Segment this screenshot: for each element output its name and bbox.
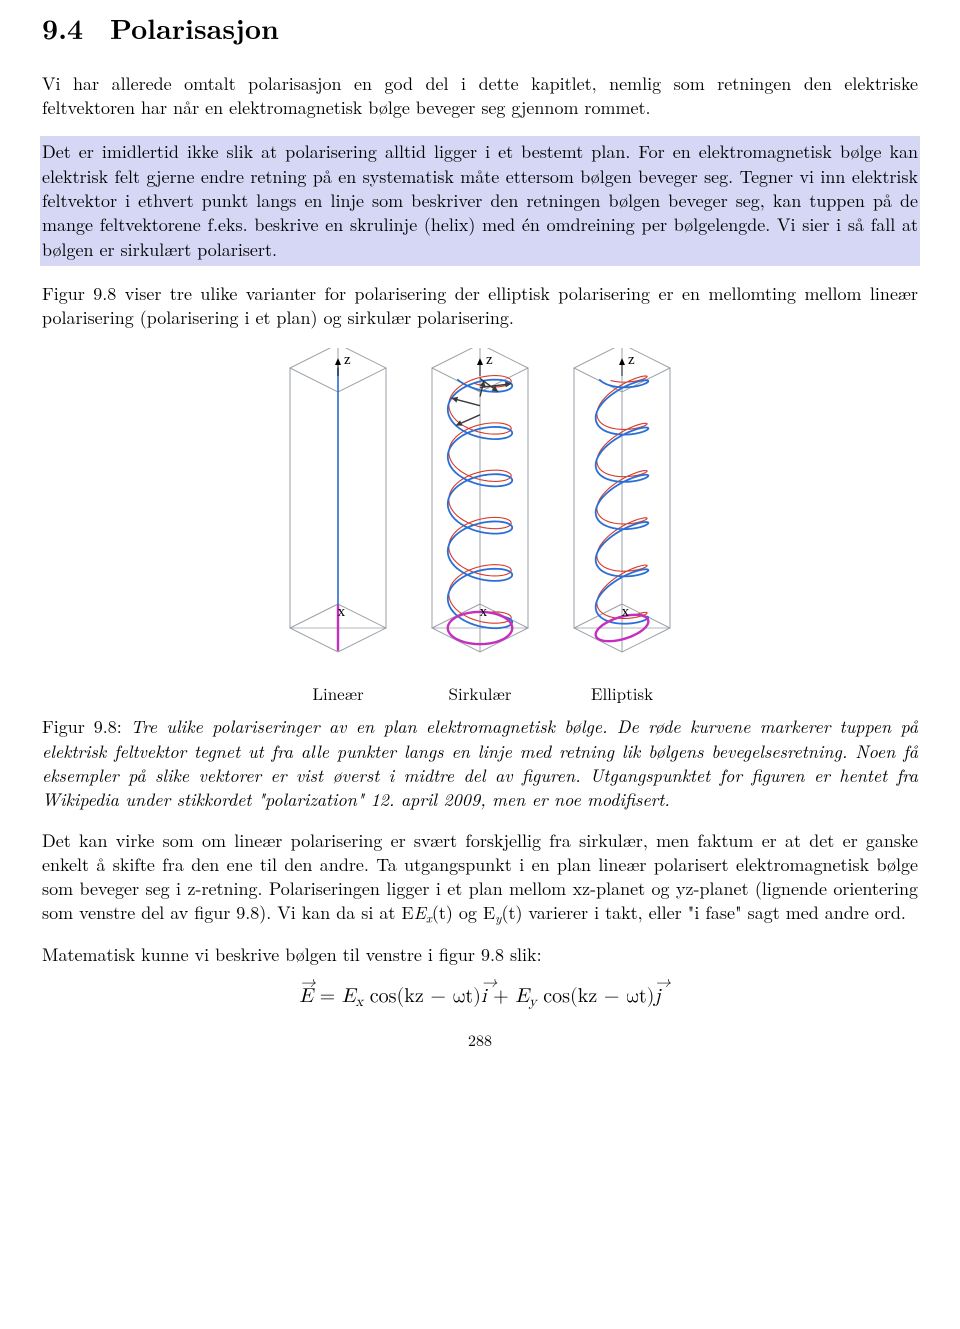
fig-linear-svg: zxy — [273, 348, 403, 678]
svg-text:z: z — [486, 352, 493, 368]
section-title: Polarisasjon — [110, 8, 279, 48]
fig-elliptic: zxy Elliptisk — [557, 348, 687, 705]
paragraph-3: Det kan virke som om lineær polarisering… — [42, 829, 918, 927]
svg-text:x: x — [622, 605, 630, 621]
paragraph-4: Matematisk kunne vi beskrive bølgen til … — [42, 943, 918, 967]
fig-elliptic-svg: zxy — [557, 348, 687, 678]
svg-text:z: z — [628, 352, 635, 368]
svg-text:x: x — [338, 605, 346, 621]
fig-circular-label: Sirkulær — [449, 682, 512, 705]
fig-linear-label: Lineær — [312, 682, 363, 705]
caption-text: Tre ulike polariseringer av en plan elek… — [42, 714, 918, 812]
paragraph-fig-lead: Figur 9.8 viser tre ulike varianter for … — [42, 282, 918, 331]
fig-circular: zxy Sirkulær — [415, 348, 545, 705]
section-heading: 9.4 Polarisasjon — [42, 10, 918, 48]
equation-E: E = Ex cos(kz − ωt)i + Ey cos(kz − ωt)j — [42, 983, 918, 1011]
fig-linear: zxy Lineær — [273, 348, 403, 705]
page-number: 288 — [42, 1029, 918, 1051]
svg-text:z: z — [344, 352, 351, 368]
paragraph-intro: Vi har allerede omtalt polarisasjon en g… — [42, 72, 918, 121]
figure-caption: Figur 9.8: Tre ulike polariseringer av e… — [42, 715, 918, 812]
section-number: 9.4 — [42, 8, 83, 48]
fig-circular-svg: zxy — [415, 348, 545, 678]
caption-lead: Figur 9.8: — [42, 714, 122, 739]
fig-elliptic-label: Elliptisk — [591, 682, 653, 705]
svg-text:x: x — [480, 605, 488, 621]
highlight-definition: Det er imidlertid ikke slik at polariser… — [40, 136, 920, 265]
figure-9-8: zxy Lineær zxy Sirkulær zxy Elliptisk — [42, 348, 918, 705]
